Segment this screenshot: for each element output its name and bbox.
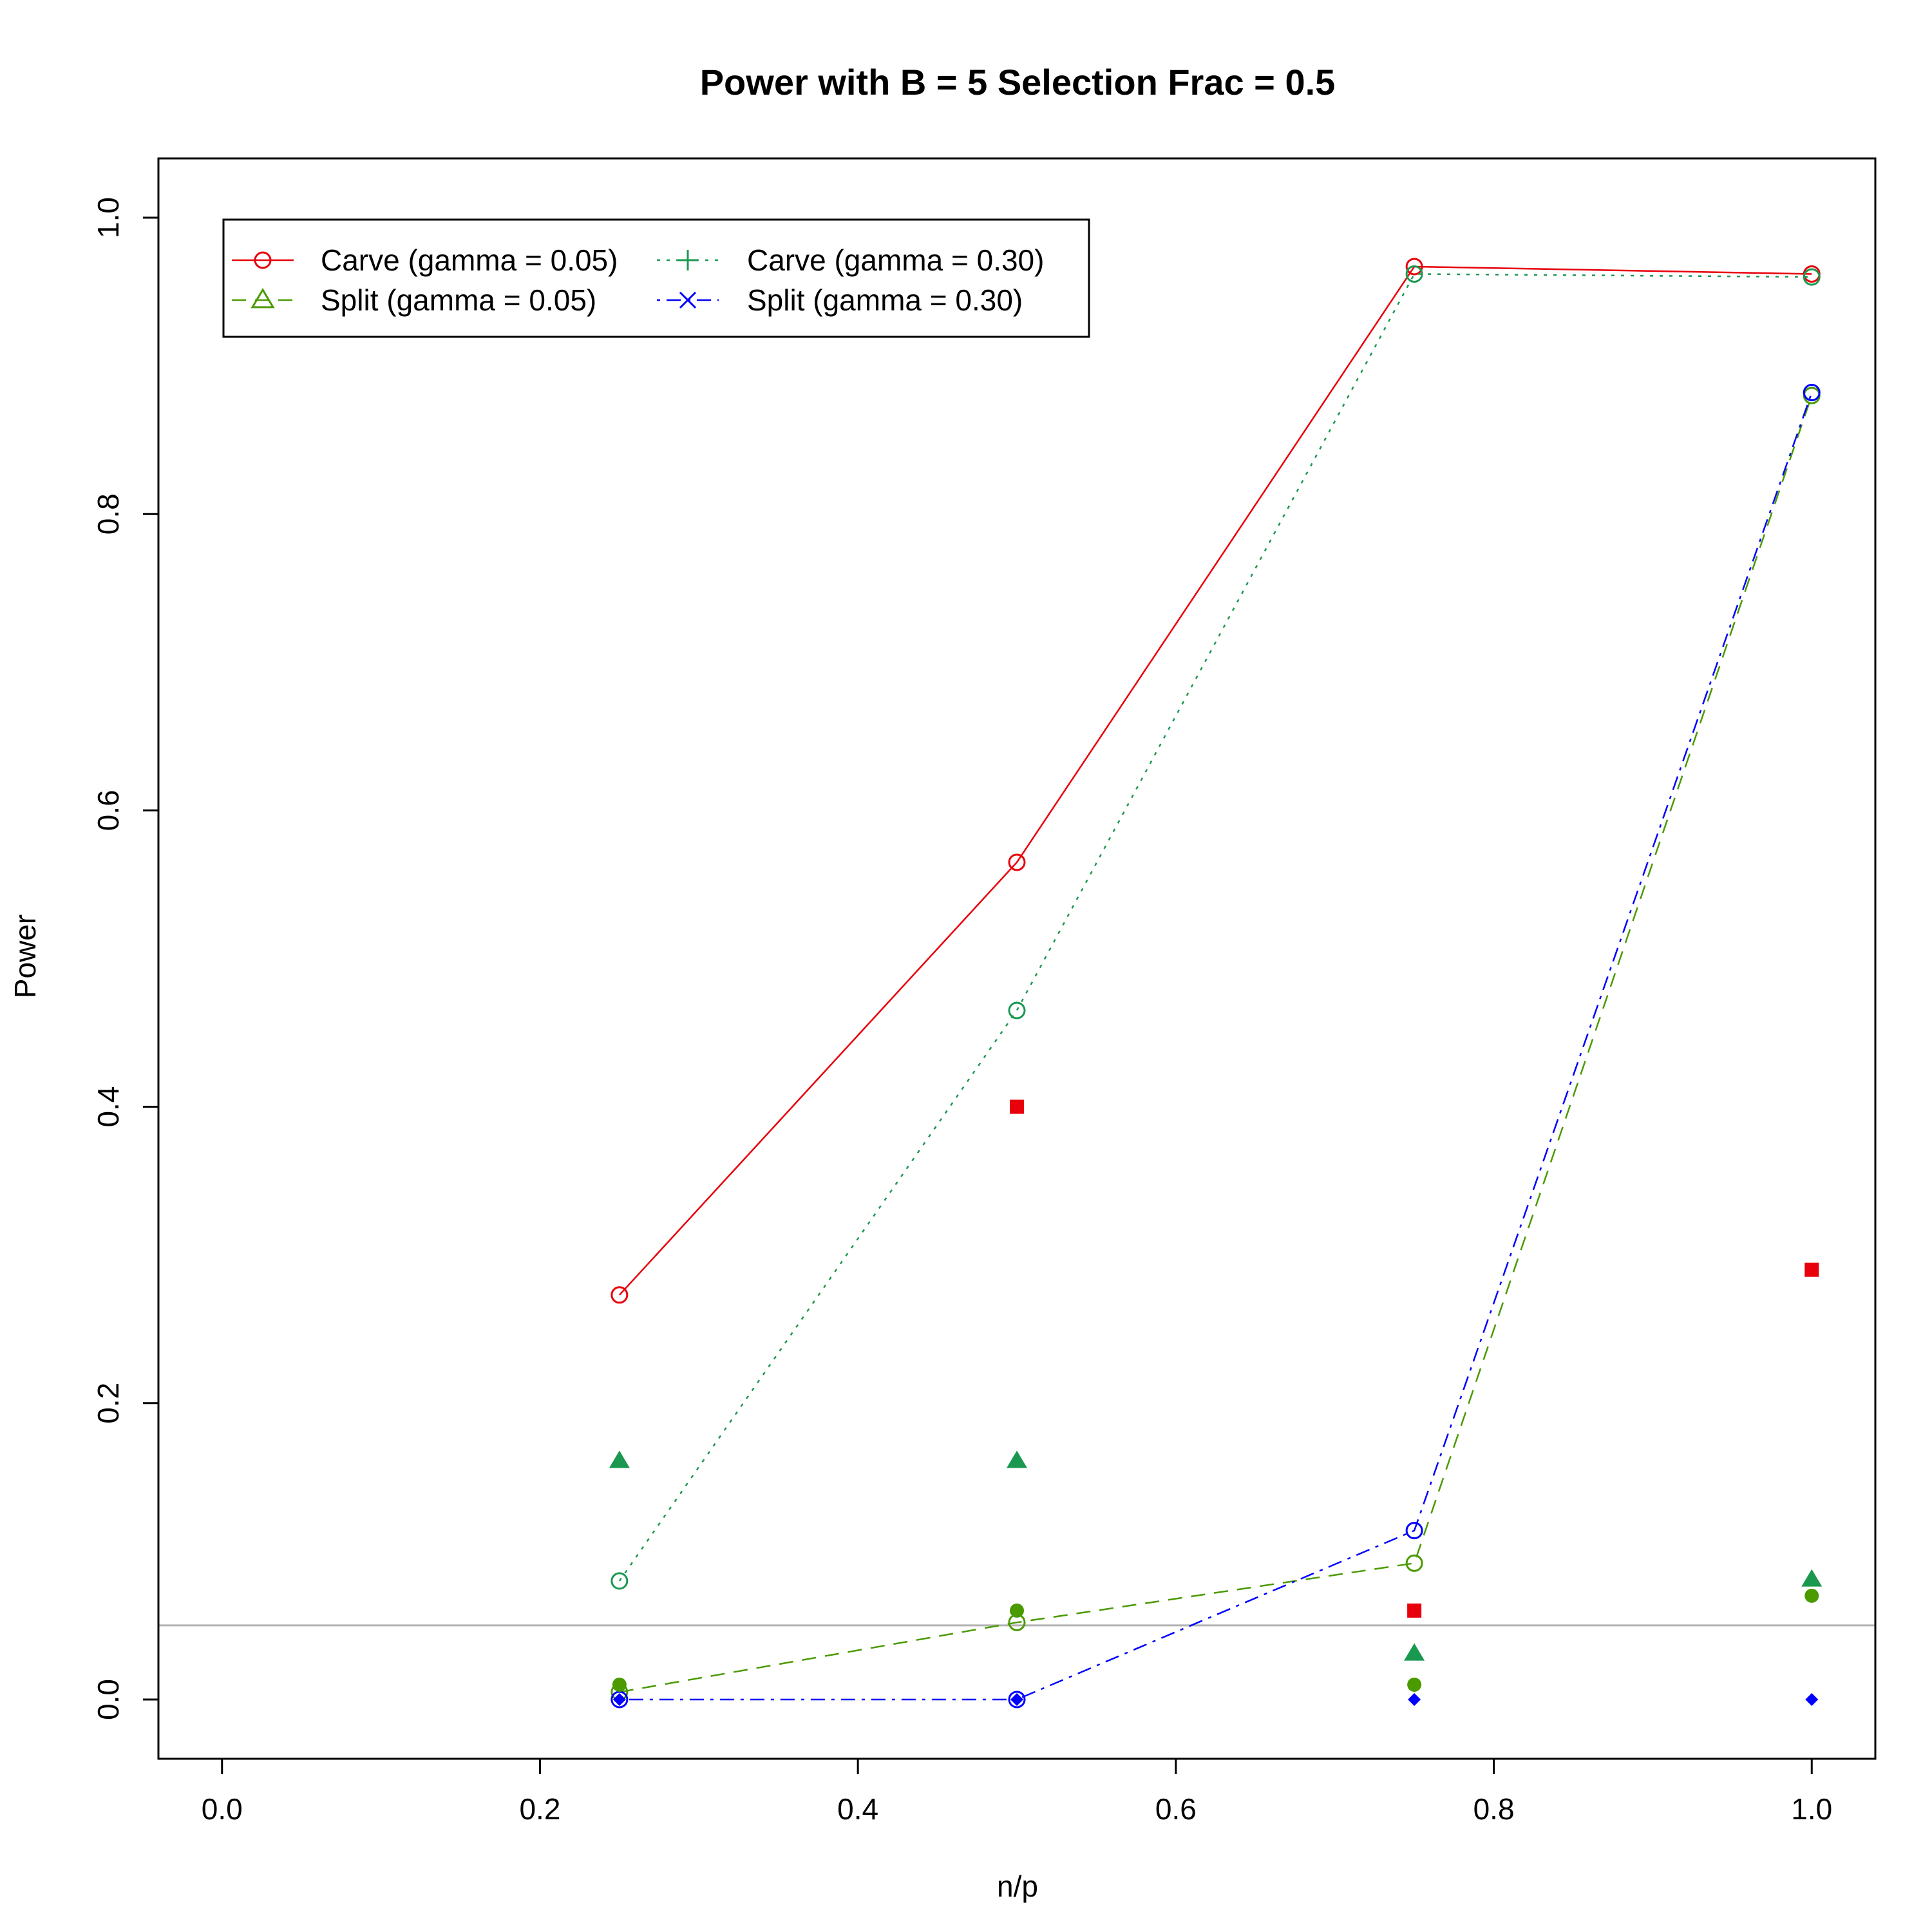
- legend-marker: [254, 251, 272, 269]
- extra-point: [1801, 1569, 1823, 1587]
- x-tick-label: 0.0: [202, 1792, 243, 1826]
- extra-point: [612, 1692, 626, 1706]
- legend-label: Split (gamma = 0.30): [747, 283, 1023, 317]
- x-tick-label: 0.4: [837, 1792, 878, 1826]
- y-tick-label: 0.8: [91, 493, 125, 535]
- legend: Carve (gamma = 0.05) Carve (gamma = 0.30)…: [222, 218, 1090, 338]
- extra-point: [1010, 1692, 1023, 1706]
- y-tick-label: 0.0: [91, 1679, 125, 1720]
- series-point: [611, 1286, 629, 1304]
- x-tick-label: 0.8: [1473, 1792, 1515, 1826]
- legend-label: Carve (gamma = 0.30): [747, 243, 1044, 277]
- x-tick-label: 0.6: [1155, 1792, 1197, 1826]
- y-tick-label: 0.4: [91, 1086, 125, 1128]
- series-point: [1803, 268, 1821, 286]
- series-point: [1405, 1522, 1423, 1540]
- x-tick-label: 1.0: [1791, 1792, 1832, 1826]
- extra-point: [1010, 1603, 1024, 1618]
- x-axis-label: n/p: [997, 1870, 1038, 1903]
- extra-point: [1407, 1603, 1422, 1618]
- extra-point: [609, 1450, 630, 1468]
- extra-point: [1010, 1099, 1024, 1114]
- series-point: [611, 1690, 629, 1709]
- series-line: [618, 273, 1812, 1582]
- series-line: [618, 265, 1812, 1296]
- chart-title: Power with B = 5 Selection Frac = 0.5: [700, 62, 1336, 102]
- series-point: [1008, 853, 1026, 871]
- legend-marker: [677, 250, 698, 270]
- extra-point: [1404, 1643, 1425, 1661]
- legend-label: Carve (gamma = 0.05): [321, 243, 618, 277]
- extra-point: [1804, 1262, 1819, 1277]
- series-layer: [611, 258, 1821, 1709]
- extra-point: [1408, 1692, 1421, 1706]
- series-point: [1405, 258, 1423, 276]
- series-line: [619, 395, 1813, 1693]
- series-point: [1008, 1690, 1026, 1709]
- points-layer: [609, 1099, 1823, 1706]
- legend-box: [222, 218, 1090, 338]
- series-point: [611, 1572, 629, 1590]
- extra-point: [612, 1677, 627, 1692]
- extra-point: [1805, 1692, 1819, 1706]
- y-tick-label: 0.2: [91, 1383, 125, 1424]
- series-point: [1803, 384, 1821, 402]
- y-tick-label: 0.6: [91, 790, 125, 831]
- legend-marker: [251, 288, 275, 308]
- plot-frame: [157, 157, 1877, 1760]
- x-tick-label: 0.2: [519, 1792, 560, 1826]
- x-axis: 0.0 0.2 0.4 0.6 0.8 1.0: [202, 1757, 1832, 1826]
- series-point: [1405, 265, 1423, 283]
- y-axis: 0.0 0.2 0.4 0.6 0.8 1.0: [91, 197, 160, 1720]
- extra-point: [1407, 1677, 1422, 1692]
- legend-marker: [679, 291, 697, 309]
- series-point: [1008, 1001, 1026, 1019]
- extra-point: [1007, 1450, 1027, 1468]
- y-tick-label: 1.0: [91, 197, 125, 238]
- y-axis-label: Power: [8, 914, 42, 998]
- legend-label: Split (gamma = 0.05): [321, 283, 596, 317]
- series-line: [619, 392, 1813, 1701]
- extra-point: [1804, 1588, 1819, 1603]
- series-point: [1405, 1554, 1423, 1572]
